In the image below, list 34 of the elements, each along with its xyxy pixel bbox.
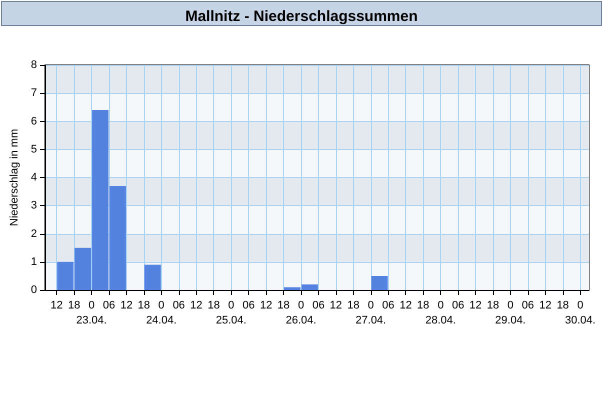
x-tick-label: 06: [312, 300, 325, 312]
x-tick-label: 18: [486, 300, 500, 312]
x-tick-label: 18: [68, 300, 80, 312]
y-tick-label: 7: [30, 87, 37, 100]
x-tick-label: 12: [190, 300, 202, 312]
x-tick-label: 06: [522, 300, 534, 312]
x-tick-label: 06: [382, 300, 394, 312]
x-tick-label: 06: [102, 300, 116, 312]
x-tick-label: 12: [469, 300, 482, 312]
x-tick-label: 12: [400, 300, 412, 312]
chart-title: Mallnitz - Niederschlagssummen: [185, 8, 418, 25]
y-axis-title: Niederschlag in mm: [8, 128, 20, 226]
y-tick-label: 4: [30, 172, 37, 184]
x-tick-label: 18: [556, 300, 569, 312]
x-tick-label: 06: [172, 300, 185, 312]
x-tick-label: 12: [260, 300, 272, 312]
x-tick-label: 12: [120, 300, 133, 312]
y-tick-label: 0: [30, 284, 37, 296]
x-tick-label: 18: [277, 300, 290, 312]
x-tick-label: 12: [539, 300, 552, 312]
y-tick-label: 2: [30, 228, 37, 240]
x-tick-label: 06: [242, 300, 255, 312]
y-tick-label: 3: [30, 200, 37, 212]
x-tick-label: 12: [50, 300, 63, 312]
y-tick-label: 1: [30, 256, 37, 268]
x-tick-label: 18: [138, 300, 150, 312]
x-tick-label: 12: [330, 300, 342, 312]
x-tick-label: 18: [208, 300, 220, 312]
y-tick-label: 8: [30, 59, 37, 71]
x-tick-label: 06: [452, 300, 464, 312]
x-tick-label: 18: [417, 300, 430, 312]
y-tick-label: 5: [30, 143, 37, 156]
y-tick-label: 6: [30, 115, 37, 128]
x-tick-label: 18: [347, 300, 360, 312]
